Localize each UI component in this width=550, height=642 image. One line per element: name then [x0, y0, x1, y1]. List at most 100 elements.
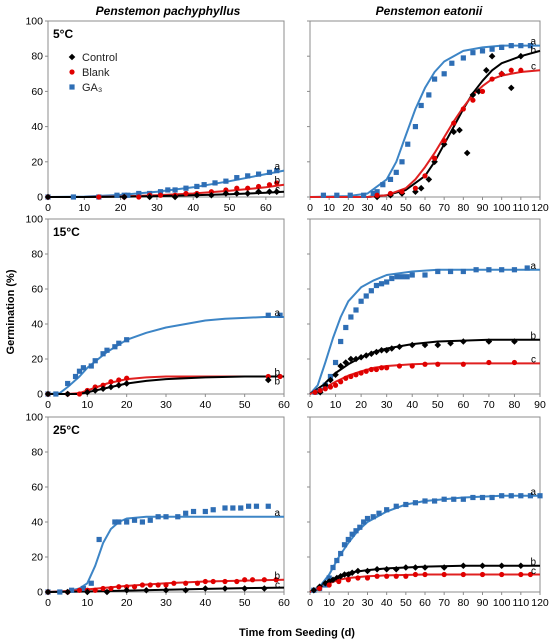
x-tick-label: 20	[121, 399, 133, 411]
data-point	[230, 505, 236, 511]
x-tick-label: 90	[534, 399, 546, 411]
data-point	[202, 508, 208, 515]
data-point	[80, 585, 86, 592]
data-point	[409, 363, 415, 369]
x-tick-label: 50	[224, 202, 236, 214]
data-point	[460, 562, 467, 570]
x-tick-label: 20	[115, 202, 127, 214]
data-point	[518, 67, 524, 73]
y-tick-label: 20	[31, 552, 43, 564]
data-point	[364, 575, 371, 581]
data-point	[479, 494, 486, 501]
data-point	[373, 366, 380, 373]
x-tick-label: 80	[457, 597, 469, 609]
data-point	[325, 578, 333, 585]
legend-item-control: Control	[68, 52, 117, 64]
data-point	[277, 312, 283, 318]
data-point	[343, 375, 349, 381]
data-point	[463, 149, 471, 157]
x-tick-label: 70	[438, 597, 450, 609]
data-point	[403, 501, 409, 508]
data-point	[136, 190, 142, 197]
data-point	[388, 345, 396, 352]
x-tick-label: 10	[323, 202, 335, 214]
data-point	[402, 564, 410, 571]
legend-item-blank: Blank	[69, 67, 110, 79]
x-tick-label: 20	[121, 597, 133, 609]
data-point	[222, 190, 230, 197]
legend-label: GA₃	[82, 82, 102, 94]
x-tick-label: 40	[199, 597, 211, 609]
data-point	[393, 573, 399, 579]
data-point	[249, 577, 256, 583]
data-point	[378, 281, 385, 287]
data-point	[348, 373, 354, 380]
data-point	[460, 361, 466, 367]
data-point	[341, 542, 348, 548]
data-point	[441, 71, 447, 77]
data-point	[139, 582, 145, 588]
data-point	[364, 515, 371, 522]
data-point	[349, 531, 355, 537]
data-point	[107, 383, 115, 391]
data-point	[421, 341, 429, 349]
data-point	[405, 141, 411, 147]
data-point	[456, 126, 463, 134]
data-point	[171, 193, 179, 201]
data-point	[489, 76, 495, 82]
x-axis-label: Time from Seeding (d)	[239, 627, 355, 639]
data-point	[53, 391, 59, 397]
data-point	[422, 571, 428, 578]
y-tick-label: 20	[31, 354, 43, 366]
data-point	[373, 348, 380, 356]
data-point	[499, 493, 505, 499]
x-tick-label: 0	[307, 399, 313, 411]
data-point	[508, 493, 514, 499]
data-point	[475, 88, 482, 95]
column-title-left: Penstemon pachyphyllus	[96, 4, 241, 18]
data-point	[460, 338, 467, 345]
x-tick-label: 120	[531, 597, 549, 609]
data-point	[163, 582, 169, 588]
data-point	[358, 298, 364, 304]
x-tick-label: 60	[278, 399, 290, 411]
legend: Control Blank GA₃	[68, 52, 117, 94]
data-point	[112, 344, 118, 350]
data-point	[330, 564, 336, 571]
data-point	[499, 71, 505, 77]
data-point	[393, 169, 399, 175]
data-point	[222, 578, 228, 585]
significance-letter: b	[530, 46, 536, 57]
data-point	[108, 379, 114, 385]
x-tick-label: 70	[438, 202, 450, 214]
row-label: 25°C	[53, 423, 80, 437]
significance-letter: c	[531, 354, 536, 365]
y-tick-label: 80	[31, 447, 43, 459]
data-point	[64, 390, 71, 398]
data-point	[363, 368, 369, 374]
x-tick-label: 100	[493, 202, 511, 214]
fit-curve-ga	[309, 268, 540, 395]
data-point	[266, 169, 273, 175]
data-point	[384, 507, 390, 513]
data-point	[370, 190, 376, 197]
data-point	[422, 272, 428, 278]
data-point	[92, 587, 98, 593]
data-point	[511, 359, 518, 366]
significance-letter: b	[274, 368, 280, 379]
data-point	[44, 390, 52, 398]
data-point	[394, 274, 400, 280]
x-tick-label: 40	[381, 597, 393, 609]
x-tick-label: 20	[342, 202, 354, 214]
data-point	[425, 176, 433, 183]
x-tick-label: 60	[419, 202, 431, 214]
data-point	[123, 586, 130, 594]
data-point	[451, 120, 457, 126]
data-point	[473, 267, 479, 273]
x-tick-label: 90	[477, 202, 489, 214]
significance-letter: c	[275, 580, 280, 591]
data-point	[373, 565, 381, 573]
data-point	[244, 190, 251, 197]
data-point	[329, 576, 337, 584]
significance-letter: a	[274, 308, 280, 319]
